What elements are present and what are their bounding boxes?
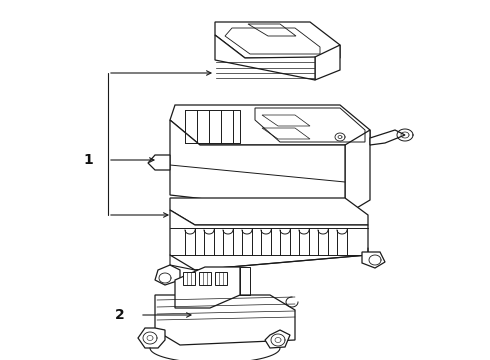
Polygon shape (155, 265, 180, 285)
Text: 1: 1 (83, 153, 93, 167)
Polygon shape (362, 252, 385, 268)
Polygon shape (370, 130, 405, 145)
Polygon shape (170, 198, 368, 225)
Polygon shape (170, 105, 370, 145)
Polygon shape (170, 120, 345, 215)
Polygon shape (199, 272, 211, 285)
Polygon shape (155, 295, 295, 345)
Polygon shape (170, 210, 368, 270)
Polygon shape (345, 130, 370, 215)
Polygon shape (138, 328, 165, 348)
Polygon shape (315, 45, 340, 80)
Polygon shape (175, 267, 240, 308)
Polygon shape (183, 272, 195, 285)
Text: 2: 2 (115, 308, 125, 322)
Polygon shape (215, 35, 315, 80)
Polygon shape (215, 272, 227, 285)
Polygon shape (215, 22, 340, 58)
Polygon shape (265, 330, 290, 348)
Polygon shape (148, 155, 170, 170)
